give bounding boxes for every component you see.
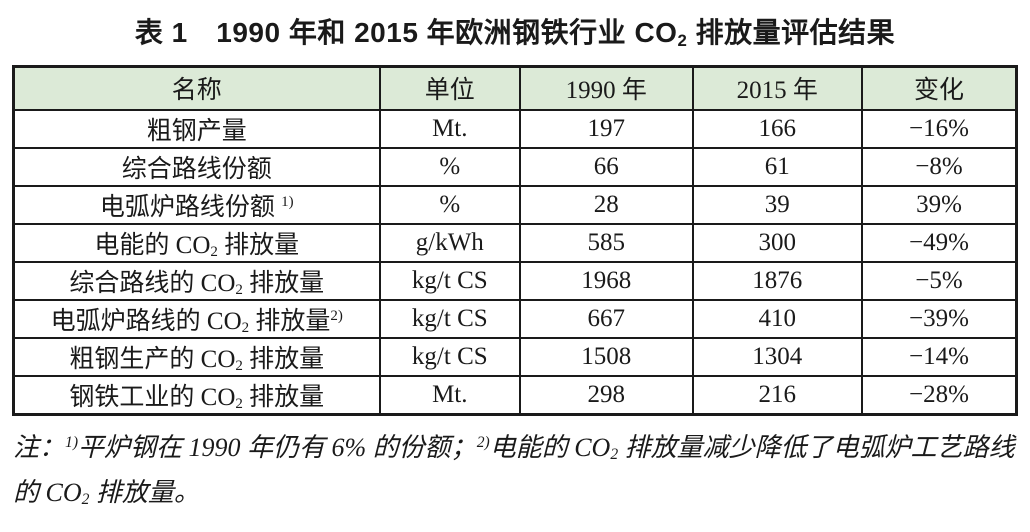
footnote-marker-1: 1) xyxy=(65,433,79,451)
col-header-change: 变化 xyxy=(861,65,1018,111)
unit-cell: kg/t CS xyxy=(378,298,522,339)
value-1990-cell: 28 xyxy=(519,184,694,225)
footnote-text-2: 电能的 CO xyxy=(489,432,611,462)
col-header-2015: 2015 年 xyxy=(691,65,864,111)
row-name: 粗钢生产的 CO xyxy=(69,345,236,373)
value-2015-cell: 1876 xyxy=(691,260,864,301)
footnote-marker-2: 2) xyxy=(476,433,490,451)
table-row: 粗钢产量 Mt. 197 166 −16% xyxy=(12,108,1018,149)
value-1990-cell: 66 xyxy=(519,146,694,187)
footnote-text-3: 排放量减少降低了电弧炉工艺路线的 CO xyxy=(13,432,1015,507)
row-name-cell: 钢铁工业的 CO2 排放量 xyxy=(12,374,381,415)
value-1990-cell: 298 xyxy=(519,374,694,415)
emissions-table: 名称 单位 1990 年 2015 年 变化 粗钢产量 Mt. 197 166 … xyxy=(12,65,1018,416)
table-row: 钢铁工业的 CO2 排放量 Mt. 298 216 −28% xyxy=(12,374,1018,415)
unit-cell: Mt. xyxy=(378,108,522,149)
footnote-label: 注： xyxy=(13,432,66,462)
row-name: 钢铁工业的 CO xyxy=(69,383,236,411)
co2-subscript: 2 xyxy=(235,281,243,298)
row-name: 粗钢产量 xyxy=(146,117,247,145)
table-caption-text-end: 排放量评估结果 xyxy=(687,17,896,48)
footnote-text-4: 排放量。 xyxy=(89,477,200,507)
row-name-cell: 电能的 CO2 排放量 xyxy=(12,222,381,263)
value-2015-cell: 1304 xyxy=(691,336,864,377)
caption-co2-subscript: 2 xyxy=(677,30,688,50)
row-name-post: 排放量 xyxy=(242,269,325,297)
change-cell: −8% xyxy=(861,146,1018,187)
row-name-cell: 电弧炉路线的 CO2 排放量2) xyxy=(12,298,381,339)
table-row: 粗钢生产的 CO2 排放量 kg/t CS 1508 1304 −14% xyxy=(12,336,1018,377)
row-name: 电弧炉路线的 CO xyxy=(50,307,242,335)
value-1990-cell: 197 xyxy=(519,108,694,149)
co2-subscript: 2 xyxy=(235,357,243,374)
table-caption-text: 表 1 1990 年和 2015 年欧洲钢铁行业 CO xyxy=(134,17,678,48)
unit-cell: % xyxy=(378,146,522,187)
unit-cell: Mt. xyxy=(378,374,522,415)
unit-cell: % xyxy=(378,184,522,225)
row-name: 综合路线份额 xyxy=(121,155,272,183)
change-cell: −49% xyxy=(861,222,1018,263)
header-row: 名称 单位 1990 年 2015 年 变化 xyxy=(12,65,1018,111)
footnote: 注：1)平炉钢在 1990 年仍有 6% 的份额；2)电能的 CO2 排放量减少… xyxy=(13,427,1016,517)
value-2015-cell: 166 xyxy=(691,108,864,149)
change-cell: −5% xyxy=(861,260,1018,301)
footnote-text-1: 平炉钢在 1990 年仍有 6% 的份额； xyxy=(78,432,477,462)
table-caption: 表 1 1990 年和 2015 年欧洲钢铁行业 CO2 排放量评估结果 xyxy=(0,14,1030,56)
footnote-co2-subscript-2: 2 xyxy=(81,490,90,508)
co2-subscript: 2 xyxy=(235,395,243,412)
row-name-cell: 粗钢产量 xyxy=(12,108,381,149)
change-cell: 39% xyxy=(861,184,1018,225)
row-name-post: 排放量 xyxy=(242,345,325,373)
footnote-co2-subscript-1: 2 xyxy=(610,445,619,463)
co2-subscript: 2 xyxy=(241,319,250,336)
table-row: 电弧炉路线的 CO2 排放量2) kg/t CS 667 410 −39% xyxy=(12,298,1018,339)
footnote-marker: 1) xyxy=(281,194,294,211)
footnote-marker: 2) xyxy=(330,308,343,325)
change-cell: −16% xyxy=(861,108,1018,149)
value-2015-cell: 61 xyxy=(691,146,864,187)
unit-cell: kg/t CS xyxy=(378,336,522,377)
row-name-cell: 综合路线的 CO2 排放量 xyxy=(12,260,381,301)
co2-subscript: 2 xyxy=(210,243,218,260)
value-2015-cell: 410 xyxy=(691,298,864,339)
table-row: 电能的 CO2 排放量 g/kWh 585 300 −49% xyxy=(12,222,1018,263)
table-row: 综合路线的 CO2 排放量 kg/t CS 1968 1876 −5% xyxy=(12,260,1018,301)
col-header-1990: 1990 年 xyxy=(519,65,694,111)
row-name: 电能的 CO xyxy=(94,231,211,259)
col-header-name: 名称 xyxy=(12,65,381,111)
page: 表 1 1990 年和 2015 年欧洲钢铁行业 CO2 排放量评估结果 名称 … xyxy=(0,14,1030,532)
row-name-post: 排放量 xyxy=(217,231,300,259)
value-1990-cell: 667 xyxy=(519,298,694,339)
value-2015-cell: 39 xyxy=(691,184,864,225)
change-cell: −14% xyxy=(861,336,1018,377)
change-cell: −28% xyxy=(861,374,1018,415)
table-row: 综合路线份额 % 66 61 −8% xyxy=(12,146,1018,187)
row-name-cell: 粗钢生产的 CO2 排放量 xyxy=(12,336,381,377)
row-name-cell: 综合路线份额 xyxy=(12,146,381,187)
change-cell: −39% xyxy=(861,298,1018,339)
row-name: 综合路线的 CO xyxy=(69,269,236,297)
value-1990-cell: 585 xyxy=(519,222,694,263)
unit-cell: g/kWh xyxy=(378,222,522,263)
value-2015-cell: 216 xyxy=(691,374,864,415)
row-name-post: 排放量 xyxy=(249,307,331,335)
unit-cell: kg/t CS xyxy=(378,260,522,301)
row-name-cell: 电弧炉路线份额 1) xyxy=(12,184,381,225)
table-row: 电弧炉路线份额 1) % 28 39 39% xyxy=(12,184,1018,225)
row-name-post: 排放量 xyxy=(242,383,325,411)
row-name: 电弧炉路线份额 xyxy=(99,193,282,221)
col-header-unit: 单位 xyxy=(378,65,522,111)
value-2015-cell: 300 xyxy=(691,222,864,263)
value-1990-cell: 1968 xyxy=(519,260,694,301)
value-1990-cell: 1508 xyxy=(519,336,694,377)
